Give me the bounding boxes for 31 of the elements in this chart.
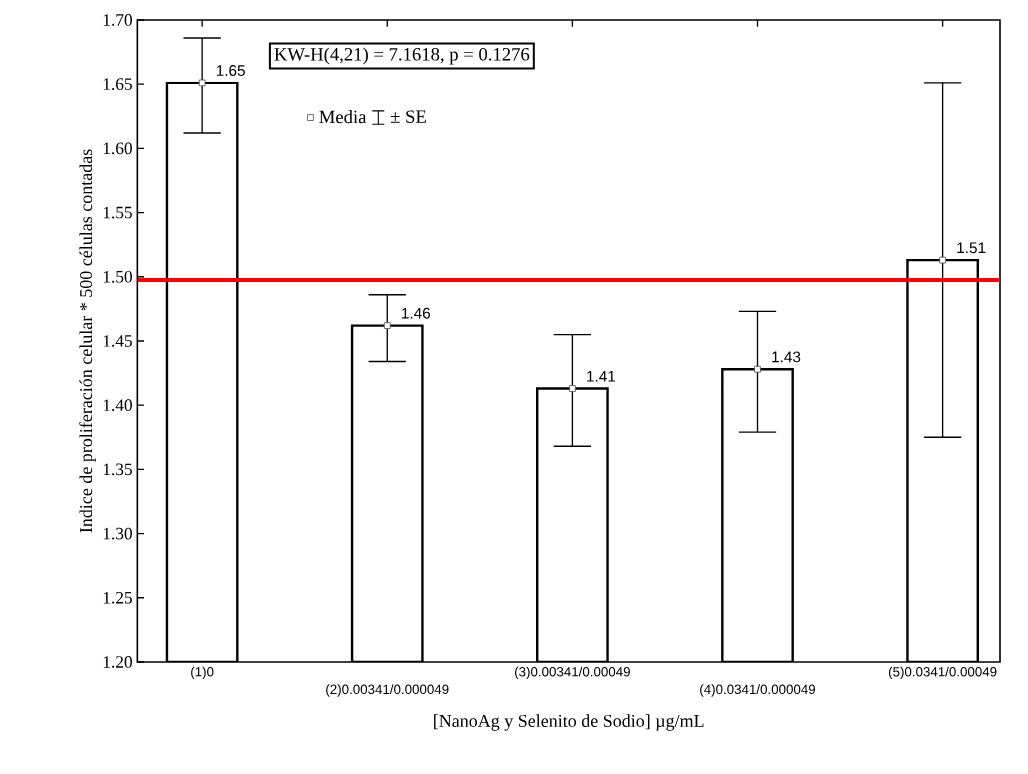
annotation: ± SE bbox=[390, 110, 426, 123]
y-tick-label: 1.70 bbox=[103, 14, 132, 26]
y-tick-label: 1.40 bbox=[103, 399, 132, 412]
data-label: 1.41 bbox=[587, 371, 616, 382]
y-axis-title: Indice de proliferación celular * 500 células contadas bbox=[79, 149, 96, 533]
legend-label: Media bbox=[319, 110, 367, 124]
annotation: KW-H(4,21) = 7.1618, p = 0.1276 bbox=[274, 47, 530, 65]
x-tick-label: (4)0.0341/0.000049 bbox=[700, 684, 816, 697]
y-tick-label: 1.25 bbox=[103, 591, 132, 604]
y-tick-label: 1.55 bbox=[103, 206, 132, 219]
y-tick-label: 1.65 bbox=[103, 78, 132, 91]
data-label: 1.65 bbox=[216, 65, 245, 76]
y-tick-label: 1.30 bbox=[103, 527, 132, 540]
y-tick-label: 1.20 bbox=[103, 656, 132, 668]
y-tick-label: 1.45 bbox=[103, 335, 132, 347]
data-label: 1.51 bbox=[957, 242, 986, 254]
x-tick-label: (5)0.0341/0.00049 bbox=[888, 666, 997, 680]
y-tick-label: 1.35 bbox=[103, 463, 132, 476]
data-label: 1.46 bbox=[402, 307, 431, 319]
point bbox=[569, 385, 576, 392]
x-tick-label: (2)0.00341/0.000049 bbox=[326, 684, 449, 697]
point bbox=[754, 365, 761, 373]
x-tick-label: (3)0.00341/0.00049 bbox=[515, 666, 630, 680]
point bbox=[198, 79, 206, 87]
data-label: 1.43 bbox=[772, 351, 801, 363]
point bbox=[383, 322, 391, 329]
x-tick-label: (1)0 bbox=[191, 666, 214, 680]
x-axis-title: [NanoAg y Selenito de Sodio] µg/mL bbox=[434, 714, 704, 731]
y-tick-label: 1.50 bbox=[103, 270, 132, 283]
point bbox=[939, 256, 946, 264]
y-tick-label: 1.60 bbox=[103, 142, 132, 155]
